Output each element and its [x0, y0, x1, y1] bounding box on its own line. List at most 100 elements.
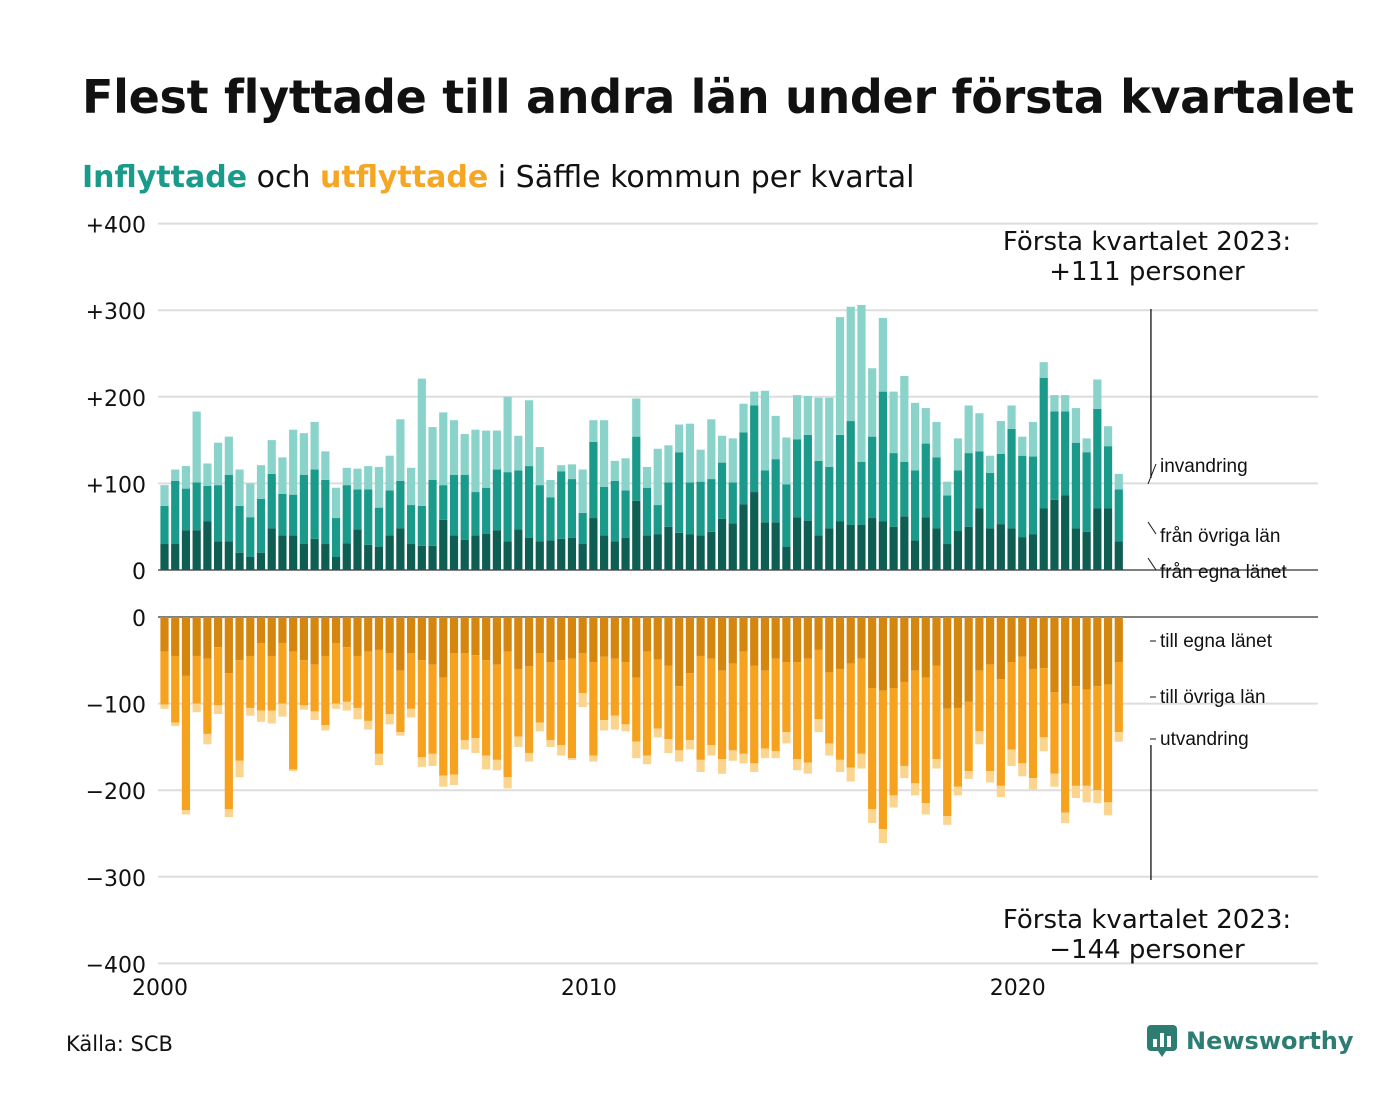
bar-out-own-county: [192, 617, 201, 656]
bar-out-own-county: [235, 617, 244, 661]
gridlines: [158, 222, 1318, 965]
bar-out-emigration: [567, 758, 577, 760]
bar-out-other-county: [782, 662, 791, 733]
y-tick-bottom: −100: [86, 694, 146, 719]
bar-in-own-county: [868, 518, 877, 570]
bar-in-immigration: [664, 445, 673, 483]
bar-in-other-county: [675, 452, 684, 533]
bar-out-other-county: [996, 679, 1005, 786]
bar-out-emigration: [353, 707, 362, 720]
bar-out-emigration: [203, 733, 212, 745]
bar-in-other-county: [782, 484, 791, 547]
bar-out-other-county: [717, 670, 727, 760]
bar-in-other-county: [492, 469, 501, 531]
bar-out-own-county: [439, 617, 448, 678]
bar-out-emigration: [449, 774, 459, 786]
bar-out-other-county: [642, 651, 652, 756]
bar-in-own-county: [160, 544, 169, 570]
bar-in-own-county: [846, 524, 855, 570]
bar-in-own-county: [503, 541, 512, 570]
bar-out-other-county: [289, 651, 298, 770]
bar-in-immigration: [825, 397, 834, 467]
series-label-out: utvandring: [1160, 729, 1249, 750]
bar-out-emigration: [600, 720, 609, 731]
bar-out-emigration: [803, 762, 812, 774]
bar-out-emigration: [160, 704, 169, 709]
bar-in-other-county: [353, 489, 362, 530]
bar-in-other-county: [224, 474, 233, 542]
bar-out-other-county: [1007, 662, 1016, 750]
bar-in-other-county: [449, 474, 459, 536]
bar-in-own-county: [203, 521, 212, 570]
bar-in-immigration: [717, 435, 727, 463]
bar-in-own-county: [353, 529, 362, 570]
bar-out-emigration: [1071, 785, 1080, 798]
newsworthy-logo-icon: [1147, 1025, 1177, 1057]
bar-in-own-county: [921, 517, 930, 570]
bar-in-immigration: [181, 466, 191, 489]
bar-in-immigration: [160, 485, 169, 506]
bar-in-immigration: [878, 317, 887, 392]
series-labels: invandring från övriga län från egna länet…: [1147, 456, 1287, 750]
bar-out-own-county: [385, 617, 394, 654]
bar-out-emigration: [621, 724, 630, 732]
bar-in-other-county: [567, 479, 577, 538]
bar-in-own-county: [246, 557, 255, 570]
bar-out-other-county: [353, 655, 362, 708]
bar-out-own-county: [407, 617, 416, 654]
bar-out-other-county: [385, 653, 394, 714]
bar-in-other-county: [717, 462, 727, 519]
bar-out-emigration: [396, 732, 405, 736]
bar-out-other-county: [557, 660, 566, 746]
bar-out-other-county: [503, 651, 512, 778]
bar-out-emigration: [986, 771, 995, 783]
bar-in-own-county: [760, 522, 770, 570]
bar-in-other-county: [460, 474, 469, 540]
bar-out-other-county: [192, 655, 201, 704]
bar-in-own-county: [299, 544, 308, 570]
bar-out-emigration: [782, 732, 791, 744]
bar-out-emigration: [578, 693, 587, 708]
bar-out-own-county: [910, 617, 920, 671]
bar-out-emigration: [267, 710, 276, 724]
bar-out-emigration: [256, 710, 266, 722]
bar-in-immigration: [492, 430, 501, 470]
subtitle-conjunction: och: [247, 160, 320, 195]
bar-in-immigration: [814, 397, 823, 461]
bar-in-own-county: [1093, 508, 1102, 570]
bar-in-immigration: [889, 391, 898, 454]
bar-in-immigration: [385, 455, 394, 491]
series-leader: [1147, 557, 1157, 571]
bar-out-own-county: [1028, 617, 1038, 669]
bar-in-other-county: [235, 505, 244, 553]
annotation-line2: +111 personer: [1049, 257, 1245, 287]
bar-out-own-county: [996, 617, 1005, 680]
bar-out-emigration: [868, 809, 877, 824]
bar-in-other-county: [482, 487, 491, 534]
bar-out-other-county: [1039, 668, 1048, 738]
bar-out-emigration: [482, 755, 491, 770]
bar-in-own-county: [224, 541, 233, 570]
bar-out-other-county: [514, 668, 523, 737]
bar-in-other-county: [342, 485, 351, 544]
y-tick-bottom: −200: [86, 780, 146, 805]
bar-out-own-county: [449, 617, 459, 654]
bar-in-other-county: [1093, 408, 1102, 509]
bar-out-emigration: [235, 760, 244, 778]
bar-out-emigration: [246, 707, 255, 716]
bar-in-other-county: [589, 441, 598, 519]
bar-out-own-county: [535, 617, 544, 654]
bar-in-immigration: [986, 455, 995, 474]
bar-in-other-county: [256, 498, 266, 553]
bar-in-own-county: [632, 500, 641, 570]
bar-out-emigration: [1028, 778, 1038, 790]
bar-in-immigration: [1007, 405, 1016, 429]
bar-out-own-county: [460, 617, 469, 654]
bar-in-other-county: [653, 505, 662, 535]
bar-in-other-county: [246, 517, 255, 558]
bar-out-own-county: [256, 617, 266, 643]
bar-out-own-county: [1071, 617, 1080, 687]
bar-in-own-county: [1103, 508, 1113, 570]
bar-out-own-county: [224, 617, 233, 674]
bar-in-immigration: [953, 438, 963, 471]
